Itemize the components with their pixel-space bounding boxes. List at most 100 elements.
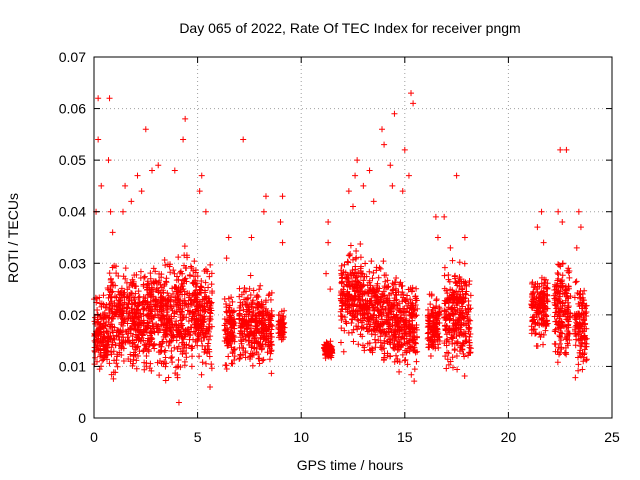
data-point <box>179 334 186 341</box>
data-point <box>236 344 243 351</box>
data-point <box>179 291 186 298</box>
data-point <box>343 273 350 280</box>
data-point <box>141 320 148 327</box>
data-point <box>249 339 256 346</box>
data-point <box>345 188 352 195</box>
data-point <box>541 279 548 286</box>
data-point <box>407 296 414 303</box>
data-point <box>427 353 434 360</box>
data-point <box>166 316 173 323</box>
data-point <box>147 360 154 367</box>
data-point <box>173 285 180 292</box>
data-point <box>409 332 416 339</box>
data-point <box>138 188 145 195</box>
data-point <box>355 307 362 314</box>
data-point <box>338 312 345 319</box>
data-point <box>152 268 159 275</box>
data-point <box>198 338 205 345</box>
data-point <box>351 313 358 320</box>
data-point <box>253 327 260 334</box>
data-point <box>462 333 469 340</box>
data-point <box>187 263 194 270</box>
data-point <box>224 336 231 343</box>
data-point <box>138 313 145 320</box>
data-point <box>394 356 401 363</box>
data-point <box>196 353 203 360</box>
data-point <box>377 344 384 351</box>
data-point <box>465 325 472 332</box>
data-point <box>346 252 353 259</box>
data-point <box>179 345 186 352</box>
data-point <box>441 285 448 292</box>
data-point <box>128 297 135 304</box>
chart-title: Day 065 of 2022, Rate Of TEC Index for r… <box>179 20 520 36</box>
data-point <box>396 368 403 375</box>
data-point <box>425 318 432 325</box>
data-point <box>449 340 456 347</box>
data-point <box>364 299 371 306</box>
data-point <box>553 305 560 312</box>
data-point <box>344 258 351 265</box>
data-point <box>171 344 178 351</box>
data-point <box>268 321 275 328</box>
data-point <box>554 270 561 277</box>
x-tick-label: 10 <box>293 429 309 445</box>
data-point <box>116 291 123 298</box>
data-point <box>458 322 465 329</box>
data-point <box>442 326 449 333</box>
data-point <box>364 304 371 311</box>
data-point <box>229 350 236 357</box>
data-point <box>279 239 286 246</box>
data-point <box>189 353 196 360</box>
data-point <box>275 318 282 325</box>
data-point <box>264 349 271 356</box>
data-point <box>382 295 389 302</box>
data-point <box>175 343 182 350</box>
data-point <box>369 349 376 356</box>
data-point <box>102 352 109 359</box>
data-point <box>241 321 248 328</box>
data-point <box>203 333 210 340</box>
data-point <box>441 213 448 220</box>
data-point <box>399 188 406 195</box>
data-point <box>162 377 169 384</box>
data-point <box>168 332 175 339</box>
data-point <box>228 360 235 367</box>
data-point <box>367 298 374 305</box>
data-point <box>201 334 208 341</box>
data-point <box>338 339 345 346</box>
data-point <box>202 208 209 215</box>
data-point <box>107 333 114 340</box>
data-point <box>107 276 114 283</box>
data-point <box>554 321 561 328</box>
data-point <box>565 283 572 290</box>
data-point <box>188 264 195 271</box>
data-point <box>193 299 200 306</box>
data-point <box>340 268 347 275</box>
data-point <box>443 338 450 345</box>
data-point <box>404 339 411 346</box>
data-point <box>241 285 248 292</box>
data-point <box>144 280 151 287</box>
data-point <box>174 288 181 295</box>
data-point <box>432 213 439 220</box>
data-point <box>156 372 163 379</box>
data-point <box>555 261 562 268</box>
data-point <box>105 157 112 164</box>
data-point <box>110 335 117 342</box>
data-point <box>358 270 365 277</box>
data-point <box>100 301 107 308</box>
data-point <box>380 258 387 265</box>
data-point <box>182 115 189 122</box>
data-point <box>183 278 190 285</box>
data-point <box>373 288 380 295</box>
data-point <box>252 312 259 319</box>
data-point <box>553 318 560 325</box>
data-point <box>112 369 119 376</box>
data-point <box>393 292 400 299</box>
data-point <box>143 353 150 360</box>
data-point <box>150 293 157 300</box>
data-point <box>203 350 210 357</box>
data-point <box>565 295 572 302</box>
